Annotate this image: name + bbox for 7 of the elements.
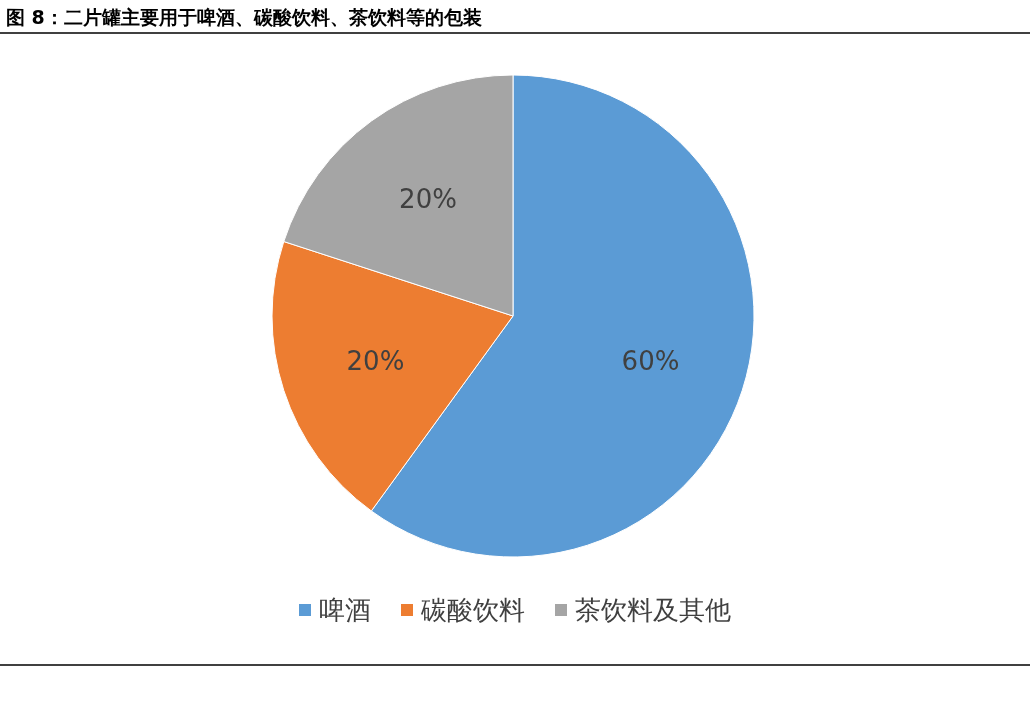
- legend-label: 茶饮料及其他: [575, 595, 731, 625]
- legend-label: 碳酸饮料: [420, 595, 525, 625]
- data-label: 20%: [399, 184, 457, 215]
- data-label: 60%: [621, 345, 680, 376]
- data-label: 20%: [346, 345, 405, 376]
- chart-title: 图 8：二片罐主要用于啤酒、碳酸饮料、茶饮料等的包装: [6, 6, 482, 28]
- legend-label: 啤酒: [319, 595, 371, 625]
